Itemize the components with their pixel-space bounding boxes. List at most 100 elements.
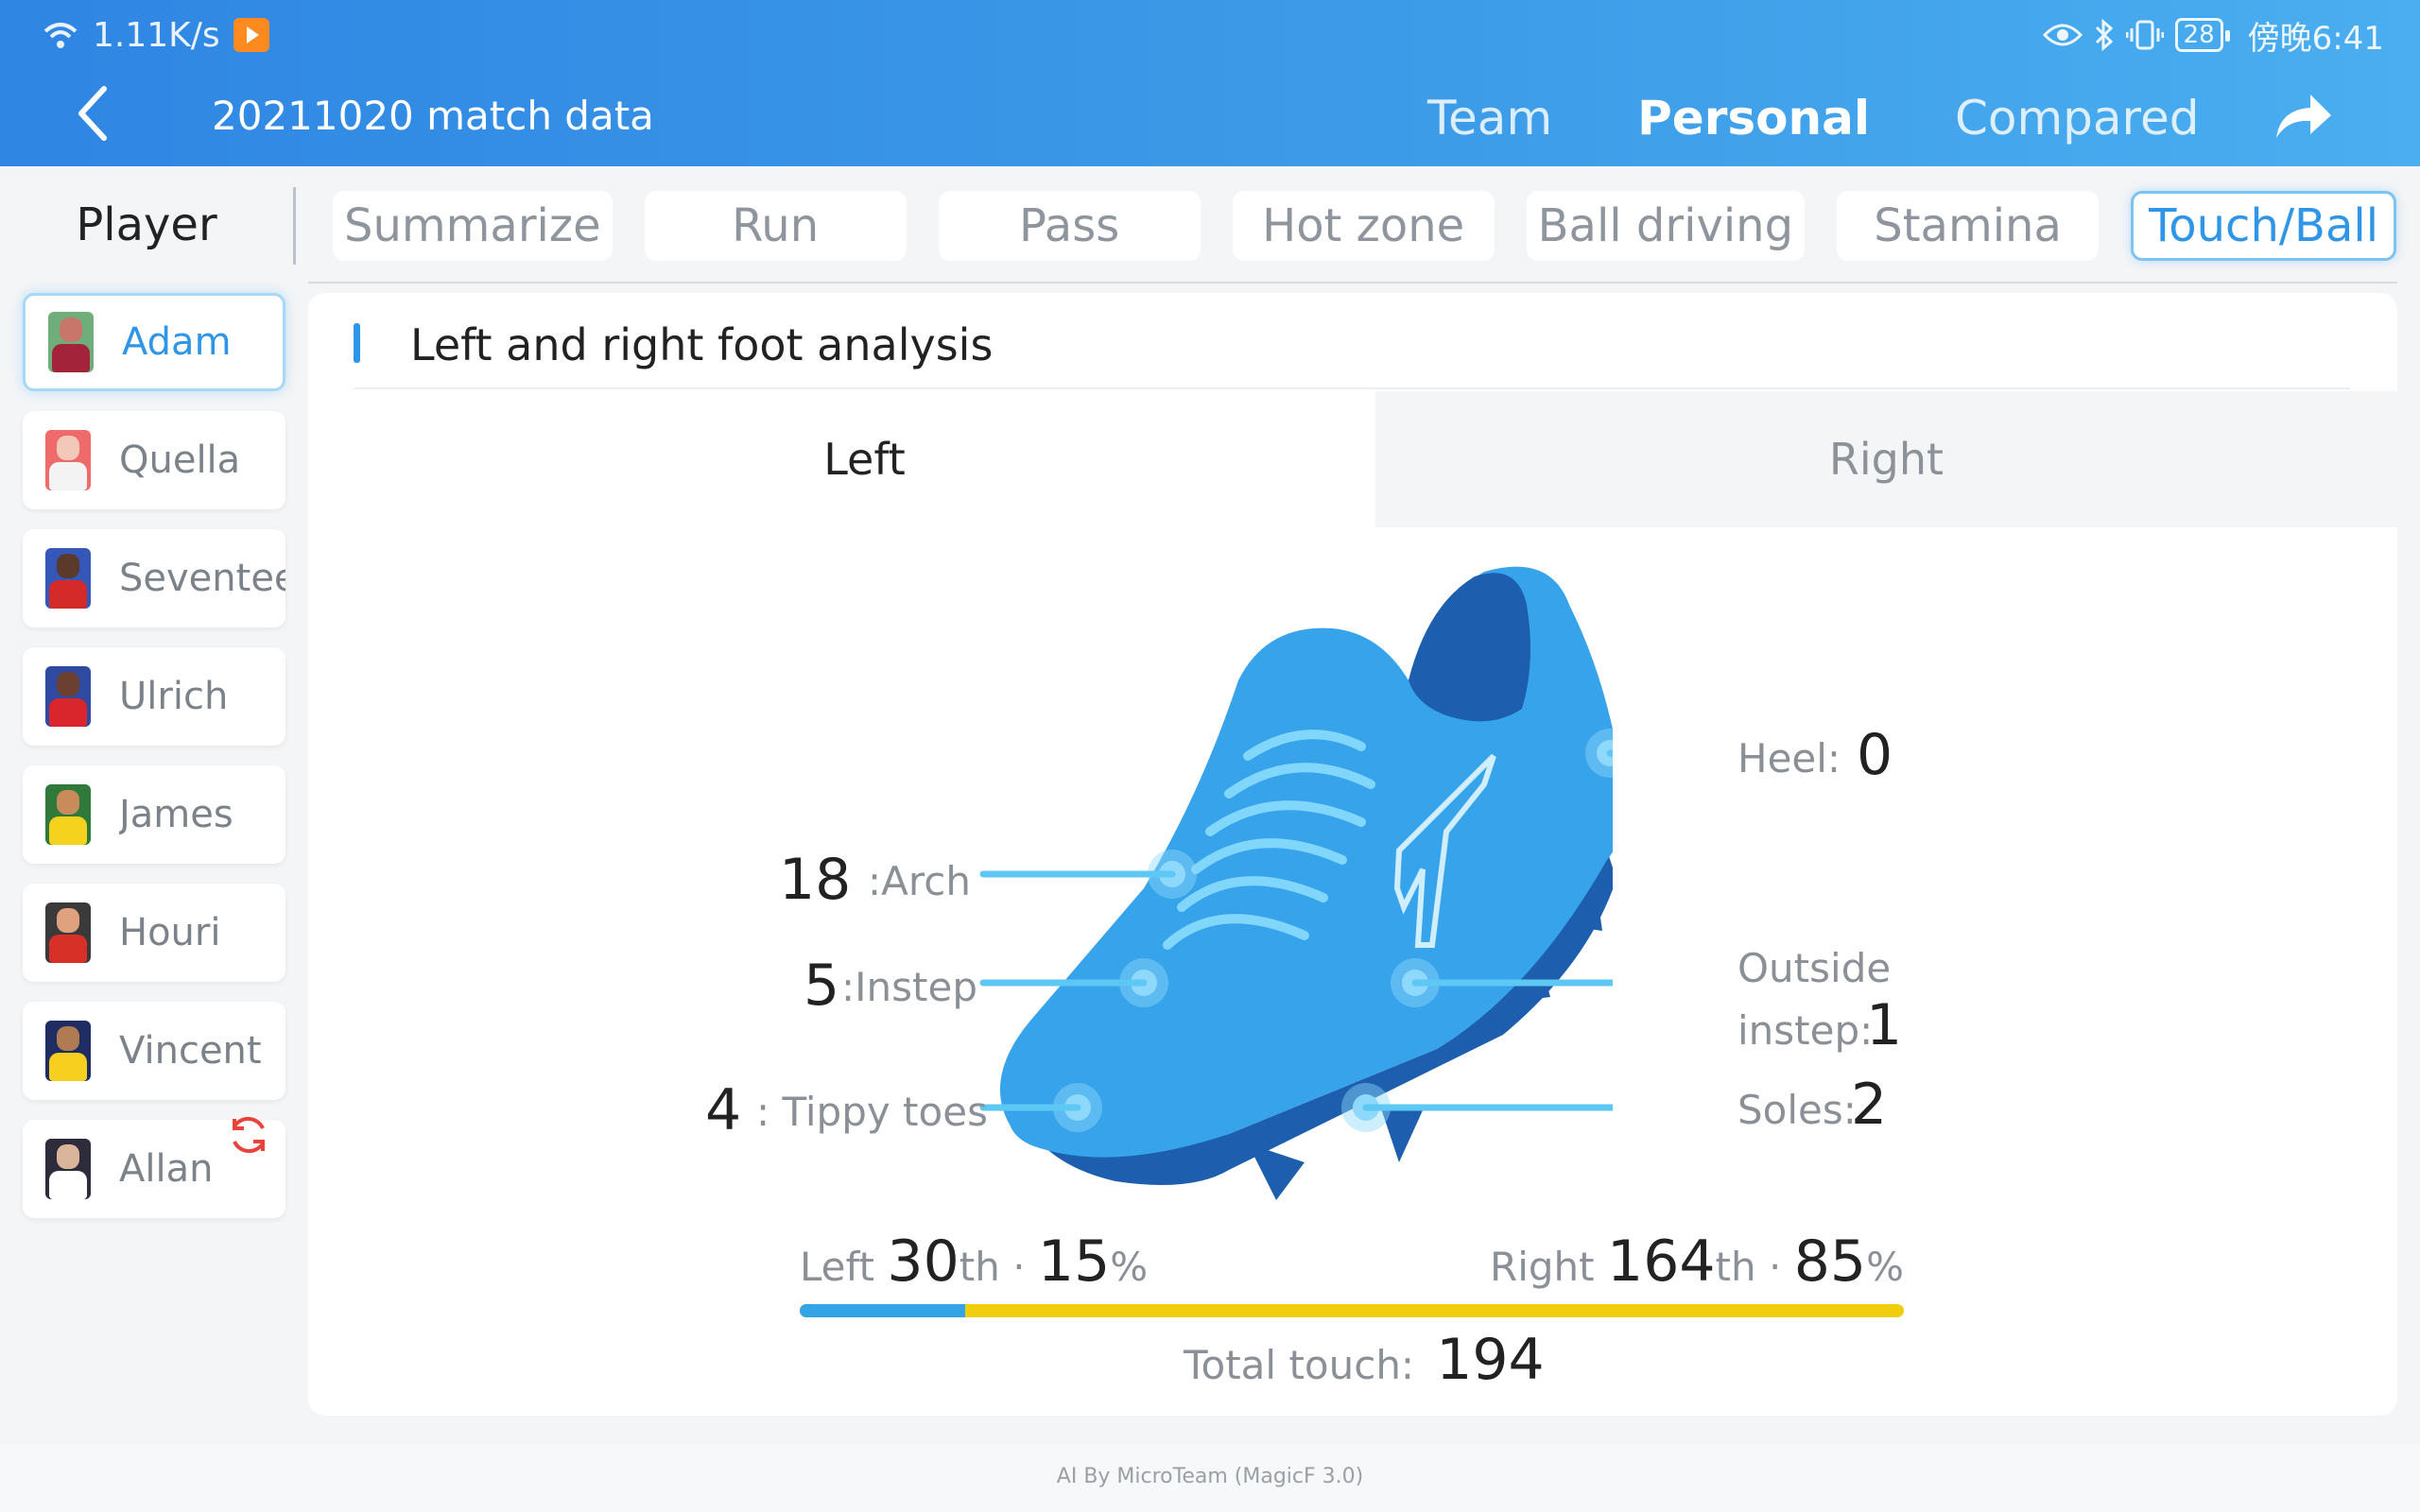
refresh-icon[interactable] [225,1111,272,1159]
avatar-shirt [49,1171,87,1199]
avatar-face [57,1144,79,1169]
avatar-shirt [49,935,87,963]
foot-ratio-bar [800,1304,1904,1317]
player-name: Ulrich [119,675,229,718]
video-app-icon [233,18,269,52]
left-label: Left [800,1244,875,1290]
back-button[interactable] [74,83,121,144]
player-item[interactable]: Seventee [23,529,285,627]
player-name: Quella [119,438,241,482]
divider [308,282,2397,284]
player-avatar [45,902,91,963]
outside-instep-value: 1 [1866,992,1903,1058]
separator: · [1012,1244,1026,1290]
player-name: James [119,793,233,836]
player-item[interactable]: Allan [23,1120,285,1218]
total-value: 194 [1436,1327,1545,1393]
tab-ball-driving[interactable]: Ball driving [1526,191,1806,261]
outside-instep-label-line1: Outside [1737,945,1892,991]
tab-summarize[interactable]: Summarize [333,191,613,261]
chevron-left-icon [78,86,107,141]
tippy-toes-value: 4 [705,1077,742,1143]
share-button[interactable] [2273,87,2335,144]
section-title: Left and right foot analysis [410,319,994,370]
soles-label: Soles: [1737,1087,1857,1133]
tippy-toes-label: : Tippy toes [756,1089,988,1135]
left-foot-stats: Left 30th · 15% [800,1228,1148,1295]
foot-tabs: Left Right [354,391,2397,527]
player-avatar [48,312,94,372]
avatar-face [57,790,79,815]
status-bar-right: 28 傍晚6:41 [2042,13,2384,58]
total-label: Total touch: [1184,1342,1415,1388]
tab-hot-zone[interactable]: Hot zone [1232,191,1495,261]
status-bar-left: 1.11K/s [42,13,269,57]
avatar-face [57,672,79,696]
player-avatar [45,1021,91,1081]
bluetooth-icon [2095,19,2113,51]
wifi-icon [43,23,78,48]
right-percent: 85 [1793,1228,1867,1295]
player-list: Adam Quella Seventee Ulrich James Houri Vincen… [23,293,285,1238]
avatar-shirt [49,462,87,490]
outside-instep-label-line2: instep: [1737,1007,1874,1054]
separator: · [1769,1244,1782,1290]
player-avatar [45,548,91,609]
left-percent: 15 [1037,1228,1111,1295]
avatar-shirt [52,344,90,372]
left-suffix: th [959,1244,1000,1290]
avatar-face [57,908,79,933]
player-item[interactable]: James [23,765,285,864]
divider [354,387,2350,389]
tab-left-foot[interactable]: Left [354,391,1375,527]
vibrate-icon [2125,20,2164,50]
tab-right-foot[interactable]: Right [1375,391,2397,527]
status-time: 傍晚6:41 [2247,19,2384,58]
battery-indicator: 28 [2174,18,2230,52]
heel-value: 0 [1857,722,1893,788]
page-title: 20211020 match data [212,93,654,139]
tab-team[interactable]: Team [1427,91,1553,146]
network-speed: 1.11K/s [93,15,220,55]
player-name: Vincent [119,1029,262,1073]
avatar-face [57,436,79,460]
divider [293,187,296,265]
heel-label: Heel: [1737,735,1841,782]
percent-sign: % [1866,1244,1904,1290]
footer-credit: AI By MicroTeam (MagicF 3.0) [1056,1465,1364,1488]
left-ratio-fill [800,1304,966,1317]
total-touch: Total touch: 194 [1184,1327,1545,1393]
player-item[interactable]: Vincent [23,1002,285,1100]
right-label: Right [1490,1244,1595,1290]
section-accent-bar [354,323,360,363]
eye-icon [2042,24,2083,46]
instep-value: 5 [804,953,840,1019]
footer: AI By MicroTeam (MagicF 3.0) [0,1444,2420,1512]
avatar-face [57,554,79,578]
tab-touch-ball[interactable]: Touch/Ball [2131,191,2397,261]
player-name: Seventee [119,557,285,600]
player-item[interactable]: Adam [23,293,285,391]
player-item[interactable]: Houri [23,884,285,982]
left-count: 30 [887,1228,959,1295]
tab-pass[interactable]: Pass [938,191,1201,261]
arch-label: :Arch [868,858,971,904]
player-item[interactable]: Ulrich [23,647,285,746]
tab-run[interactable]: Run [644,191,907,261]
avatar-shirt [49,698,87,727]
tab-personal[interactable]: Personal [1637,91,1870,146]
avatar-shirt [49,1053,87,1081]
avatar-shirt [49,816,87,845]
right-suffix: th [1715,1244,1756,1290]
top-tabs: Team Personal Compared [1399,83,2228,153]
player-item[interactable]: Quella [23,411,285,509]
player-name: Houri [119,911,221,954]
player-name: Adam [122,320,232,364]
tab-stamina[interactable]: Stamina [1837,191,2100,261]
player-avatar [45,784,91,845]
player-avatar [45,430,91,490]
app-header: 1.11K/s 28 傍晚6:41 20211020 match data Te… [0,0,2420,166]
arch-value: 18 [779,847,852,913]
right-foot-stats: Right 164th · 85% [1490,1228,1904,1295]
tab-compared[interactable]: Compared [1954,91,2200,146]
